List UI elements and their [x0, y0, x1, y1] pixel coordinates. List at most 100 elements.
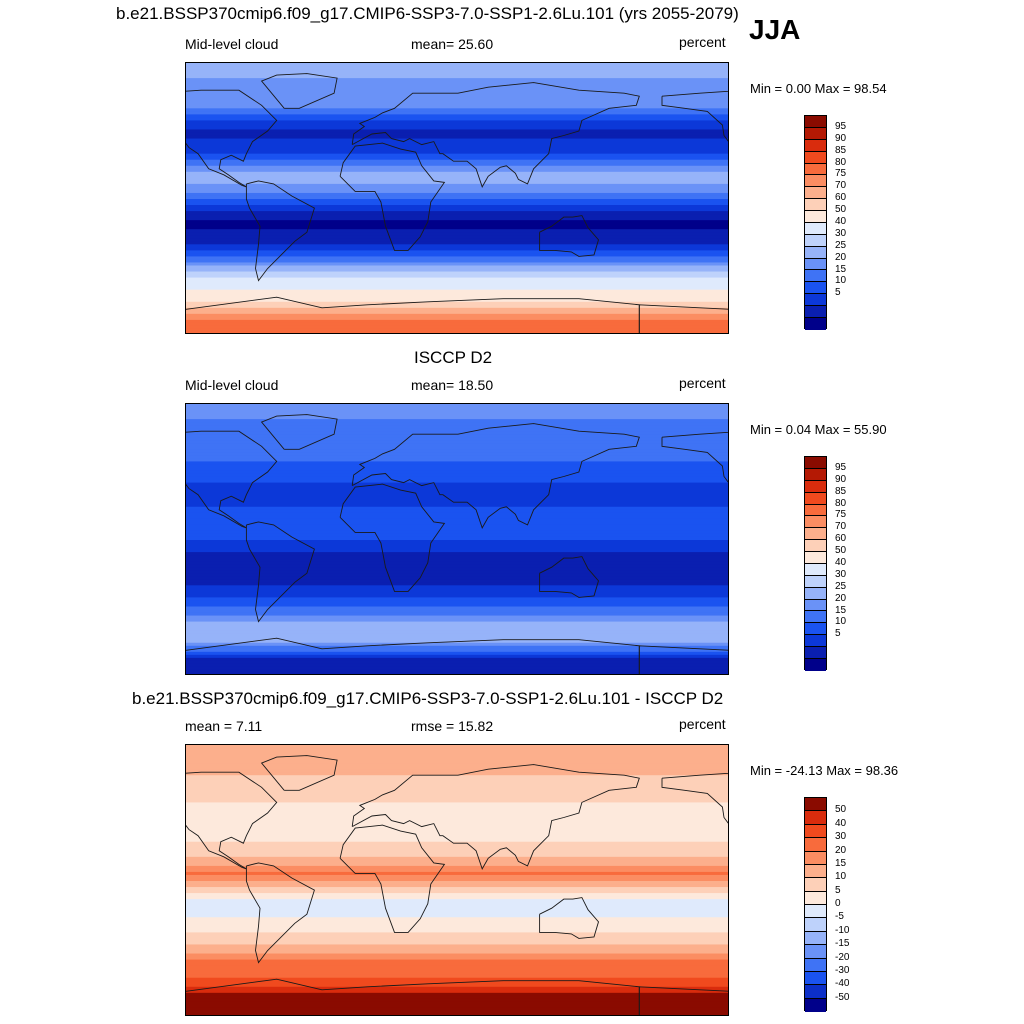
map-field-band: [186, 229, 728, 233]
map-field-band: [186, 407, 728, 411]
map-field-band: [186, 117, 728, 122]
map-field-band: [186, 820, 728, 825]
map-field-band: [186, 1007, 728, 1012]
map-field-band: [186, 482, 728, 487]
map-field-band: [186, 651, 728, 656]
map-field-band: [186, 479, 728, 484]
map-field-band: [186, 926, 728, 930]
colorbar-tick-label: 70: [835, 521, 847, 533]
map-field-band: [186, 645, 728, 650]
map-field-band: [186, 437, 728, 441]
map-field-band: [186, 621, 728, 626]
coastline: [339, 483, 446, 592]
coastline: [186, 637, 640, 674]
map-field-band: [186, 597, 728, 602]
map-field-band: [186, 579, 728, 583]
map-field-band: [186, 606, 728, 611]
map-field-band: [186, 549, 728, 553]
map-field-band: [186, 280, 728, 285]
coastline: [245, 862, 315, 964]
panel-3-mean-label: mean = 7.11: [185, 718, 263, 734]
colorbar-tick-label: 5: [835, 287, 841, 299]
map-field-band: [186, 642, 728, 647]
coastline: [661, 90, 728, 142]
colorbar-tick-label: -5: [835, 911, 844, 923]
map-field-band: [186, 790, 728, 794]
panel-1-title: b.e21.BSSP370cmip6.f09_g17.CMIP6-SSP3-7.…: [116, 4, 739, 23]
map-field-band: [186, 195, 728, 200]
panel-3-colorbar: [804, 797, 827, 1012]
colorbar-segment: [805, 175, 826, 188]
map-field-band: [186, 135, 728, 140]
map-field-band: [186, 835, 728, 840]
panel-2-minmax: Min = 0.04 Max = 55.90: [750, 422, 887, 437]
map-field-band: [186, 660, 728, 665]
coastline: [186, 771, 278, 870]
colorbar-segment: [805, 282, 826, 295]
map-field-band: [186, 887, 728, 891]
panel-2-colorbar: [804, 456, 827, 671]
map-field-band: [186, 289, 728, 294]
map-field-band: [186, 494, 728, 499]
map-field-band: [186, 81, 728, 85]
map-field-band: [186, 654, 728, 659]
map-field-band: [186, 884, 728, 888]
panel-3-map: [185, 744, 729, 1016]
colorbar-segment: [805, 798, 826, 812]
panel-1-field-label: Mid-level cloud: [185, 36, 279, 52]
map-field-band: [186, 862, 728, 867]
colorbar-tick-label: 50: [835, 204, 847, 216]
map-field-band: [186, 826, 728, 831]
map-field-band: [186, 310, 728, 315]
map-field-band: [186, 497, 728, 502]
map-field-band: [186, 446, 728, 450]
coastline: [351, 764, 640, 870]
map-field-band: [186, 769, 728, 773]
colorbar-segment: [805, 246, 826, 259]
coastline: [339, 824, 446, 933]
map-field-band: [186, 853, 728, 858]
map-field-band: [186, 192, 728, 197]
coastline: [186, 89, 278, 188]
coastline: [339, 142, 446, 251]
map-field-band: [186, 558, 728, 562]
map-field-band: [186, 564, 728, 568]
colorbar-segment: [805, 575, 826, 588]
colorbar-segment: [805, 270, 826, 283]
coastline: [186, 430, 278, 529]
map-field-band: [186, 1004, 728, 1009]
colorbar-segment: [805, 611, 826, 624]
map-field-band: [186, 944, 728, 949]
map-field-band: [186, 968, 728, 973]
colorbar-segment: [805, 563, 826, 576]
map-field-band: [186, 271, 728, 276]
map-field-band: [186, 570, 728, 574]
map-field-band: [186, 322, 728, 327]
map-field-band: [186, 908, 728, 912]
map-field-band: [186, 938, 728, 943]
map-field-band: [186, 561, 728, 565]
coastline: [245, 521, 315, 623]
map-field-band: [186, 162, 728, 167]
map-field-band: [186, 129, 728, 134]
map-field-band: [186, 147, 728, 152]
colorbar-segment: [805, 891, 826, 905]
map-field-band: [186, 189, 728, 194]
map-field-band: [186, 663, 728, 668]
colorbar-tick-label: 60: [835, 533, 847, 545]
map-field-band: [186, 186, 728, 191]
panel-1-minmax: Min = 0.00 Max = 98.54: [750, 81, 887, 96]
map-field-band: [186, 214, 728, 218]
colorbar-segment: [805, 151, 826, 164]
coastline: [539, 215, 600, 257]
coastline: [539, 897, 600, 939]
map-field-band: [186, 114, 728, 118]
map-field-band: [186, 543, 728, 547]
map-field-band: [186, 962, 728, 967]
map-field-band: [186, 72, 728, 76]
colorbar-segment: [805, 492, 826, 505]
map-field-band: [186, 307, 728, 312]
panel-1-map-svg: [186, 63, 728, 333]
colorbar-segment: [805, 116, 826, 128]
map-field-band: [186, 899, 728, 903]
